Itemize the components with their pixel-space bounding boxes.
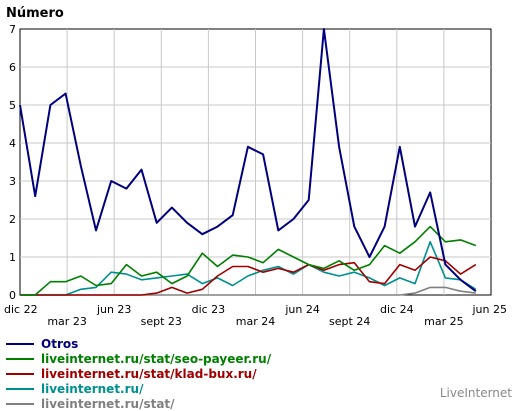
x-tick-label: jun 23 xyxy=(96,303,132,316)
legend-swatch xyxy=(6,357,34,360)
legend-swatch xyxy=(6,342,34,345)
y-tick-labels: 0 1 2 3 4 5 6 7 xyxy=(9,23,16,302)
line-chart: Número 0 1 2 3 4 5 6 7 dic 22 mar 23 jun 23 sept 2… xyxy=(4,6,507,328)
watermark: LiveInternet xyxy=(439,386,512,400)
x-tick-label: mar 23 xyxy=(47,315,86,328)
x-tick-label: jun 24 xyxy=(284,303,320,316)
x-tick-label: mar 24 xyxy=(236,315,275,328)
y-tick-label: 0 xyxy=(9,289,16,302)
x-tick-label: jun 25 xyxy=(472,303,508,316)
series-line-otros xyxy=(19,28,477,293)
y-tick-label: 6 xyxy=(9,61,16,74)
legend-item-liveinternet: liveinternet.ru/ xyxy=(6,381,271,396)
x-tick-label: mar 25 xyxy=(424,315,463,328)
x-tick-label: dic 23 xyxy=(192,303,226,316)
y-tick-label: 4 xyxy=(9,137,16,150)
legend: Otros liveinternet.ru/stat/seo-payeer.ru… xyxy=(6,336,271,411)
legend-label: liveinternet.ru/stat/seo-payeer.ru/ xyxy=(41,351,272,366)
legend-label: liveinternet.ru/stat/ xyxy=(41,396,175,411)
x-tick-label: sept 24 xyxy=(329,315,370,328)
legend-item-otros: Otros xyxy=(6,336,271,351)
legend-label: liveinternet.ru/ xyxy=(41,381,144,396)
y-axis-title: Número xyxy=(6,6,64,21)
series-line-liveinternet-ru xyxy=(20,241,477,296)
legend-item-klad-bux: liveinternet.ru/stat/klad-bux.ru/ xyxy=(6,366,271,381)
series-line-liveinternet-ru-stat-seo-payeer-ru xyxy=(20,225,477,296)
x-tick-labels: dic 22 mar 23 jun 23 sept 23 dic 23 mar 24 jun… xyxy=(4,303,507,328)
x-tick-label: sept 23 xyxy=(141,315,182,328)
series-lines xyxy=(19,28,477,296)
legend-label: Otros xyxy=(41,336,79,351)
y-tick-label: 7 xyxy=(9,23,16,36)
legend-item-liveinternet-stat: liveinternet.ru/stat/ xyxy=(6,396,271,411)
y-tick-label: 5 xyxy=(9,99,16,112)
x-tick-label: dic 24 xyxy=(380,303,414,316)
y-tick-label: 3 xyxy=(9,175,16,188)
y-tick-label: 2 xyxy=(9,213,16,226)
legend-swatch xyxy=(6,402,34,405)
legend-swatch xyxy=(6,387,34,390)
legend-item-seo-payeer: liveinternet.ru/stat/seo-payeer.ru/ xyxy=(6,351,271,366)
x-tick-label: dic 22 xyxy=(4,303,38,316)
y-tick-label: 1 xyxy=(9,251,16,264)
legend-label: liveinternet.ru/stat/klad-bux.ru/ xyxy=(41,366,257,381)
series-line-liveinternet-ru-stat-klad-bux-ru xyxy=(20,256,477,296)
legend-swatch xyxy=(6,372,34,375)
